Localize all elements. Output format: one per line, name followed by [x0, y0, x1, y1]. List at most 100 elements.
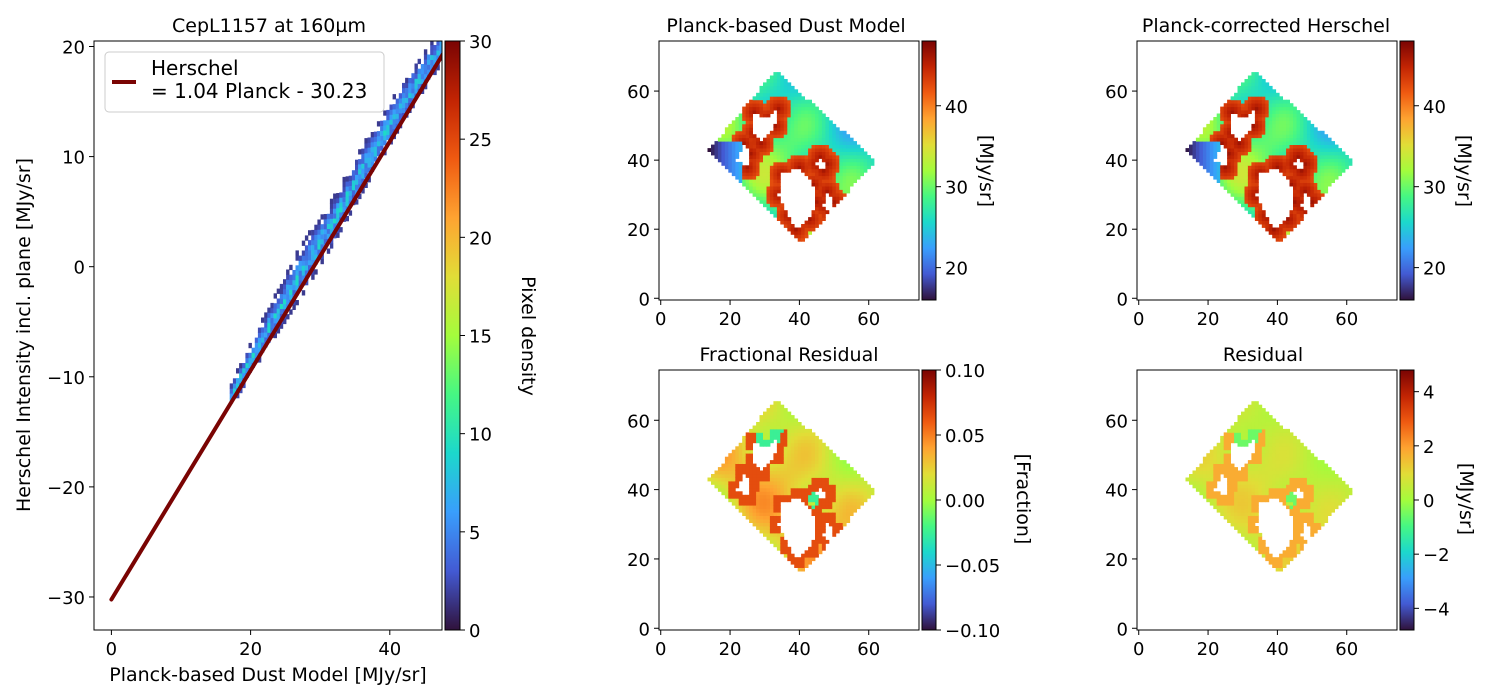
density-cell — [257, 347, 262, 353]
map-pixel — [1293, 141, 1297, 145]
map-pixel — [759, 474, 764, 478]
map-pixel — [766, 532, 771, 537]
residual-axes-frame — [1136, 369, 1398, 631]
map-pixel — [849, 494, 854, 499]
map-pixel — [804, 158, 809, 163]
map-pixel — [1206, 151, 1211, 156]
map-pixel — [1286, 217, 1290, 221]
map-pixel — [811, 148, 816, 152]
map-pixel — [839, 515, 844, 520]
map-pixel — [773, 408, 778, 412]
map-pixel — [1310, 456, 1315, 461]
map-pixel — [821, 123, 826, 128]
dust-model-colorbar-label: [MJy/sr] — [975, 135, 997, 207]
map-pixel — [735, 148, 740, 152]
map-pixel — [1306, 460, 1311, 464]
map-pixel — [1310, 175, 1315, 180]
map-pixel — [752, 515, 757, 520]
residual-colorbar-tick-label: 2 — [1423, 437, 1434, 458]
density-cell — [414, 88, 418, 94]
map-pixel — [846, 134, 851, 139]
map-pixel — [797, 439, 802, 444]
map-pixel — [1289, 477, 1294, 482]
density-cell — [276, 288, 281, 294]
map-pixel — [1227, 106, 1231, 111]
density-cell — [304, 250, 309, 256]
map-pixel — [1244, 491, 1249, 496]
map-pixel — [1310, 158, 1315, 163]
density-cell — [270, 317, 274, 324]
map-pixel — [1317, 494, 1322, 499]
map-pixel — [1261, 117, 1266, 121]
map-pixel — [1272, 418, 1277, 423]
map-pixel — [728, 467, 733, 471]
map-pixel — [825, 477, 830, 482]
map-pixel — [1227, 141, 1231, 145]
map-pixel — [1261, 148, 1266, 152]
density-cell — [351, 175, 356, 181]
map-pixel — [1258, 460, 1263, 464]
map-pixel — [1303, 456, 1308, 461]
map-pixel — [1265, 487, 1270, 492]
map-pixel — [1286, 463, 1290, 468]
map-pixel — [1265, 113, 1270, 118]
map-pixel — [1268, 92, 1273, 97]
map-pixel — [724, 158, 729, 163]
map-pixel — [1310, 161, 1315, 166]
map-pixel — [1223, 113, 1228, 118]
map-pixel — [1220, 456, 1225, 461]
map-pixel — [766, 505, 771, 510]
map-pixel — [1303, 501, 1308, 506]
map-pixel — [842, 144, 847, 149]
map-pixel — [1247, 155, 1252, 159]
map-pixel — [1296, 501, 1301, 506]
map-pixel — [756, 512, 760, 516]
map-pixel — [1317, 168, 1322, 173]
map-pixel — [1310, 182, 1315, 187]
map-pixel — [821, 505, 826, 510]
map-pixel — [776, 206, 781, 211]
map-pixel — [794, 227, 799, 232]
map-pixel — [735, 165, 740, 170]
map-pixel — [1306, 480, 1311, 485]
map-pixel — [821, 130, 826, 135]
map-pixel — [1244, 82, 1249, 87]
map-pixel — [776, 543, 781, 548]
map-pixel — [835, 470, 840, 475]
map-pixel — [756, 484, 760, 489]
map-pixel — [1234, 172, 1238, 177]
map-pixel — [1310, 505, 1315, 510]
map-pixel — [804, 151, 809, 156]
map-pixel — [1237, 477, 1242, 482]
map-pixel — [832, 519, 837, 523]
map-pixel — [1247, 487, 1252, 492]
map-pixel — [818, 449, 823, 454]
map-pixel — [1272, 422, 1277, 426]
density-cell — [376, 141, 381, 147]
density-cell — [289, 294, 293, 300]
map-pixel — [787, 227, 792, 232]
density-cell — [323, 214, 328, 220]
map-pixel — [759, 165, 764, 170]
map-pixel — [1324, 179, 1329, 183]
map-pixel — [769, 189, 774, 194]
map-pixel — [769, 165, 774, 170]
map-pixel — [818, 539, 823, 544]
map-pixel — [763, 148, 767, 152]
density-cell — [376, 146, 381, 152]
map-pixel — [804, 148, 809, 152]
map-pixel — [756, 435, 760, 440]
map-pixel — [766, 494, 771, 499]
map-pixel — [1258, 213, 1263, 218]
map-pixel — [815, 199, 819, 204]
map-pixel — [728, 168, 733, 173]
map-pixel — [835, 179, 840, 183]
density-cell — [311, 239, 315, 246]
map-pixel — [1272, 130, 1277, 135]
map-pixel — [749, 477, 753, 482]
map-pixel — [839, 498, 844, 503]
map-pixel — [787, 550, 792, 555]
map-pixel — [738, 463, 743, 468]
map-pixel — [1251, 106, 1256, 111]
